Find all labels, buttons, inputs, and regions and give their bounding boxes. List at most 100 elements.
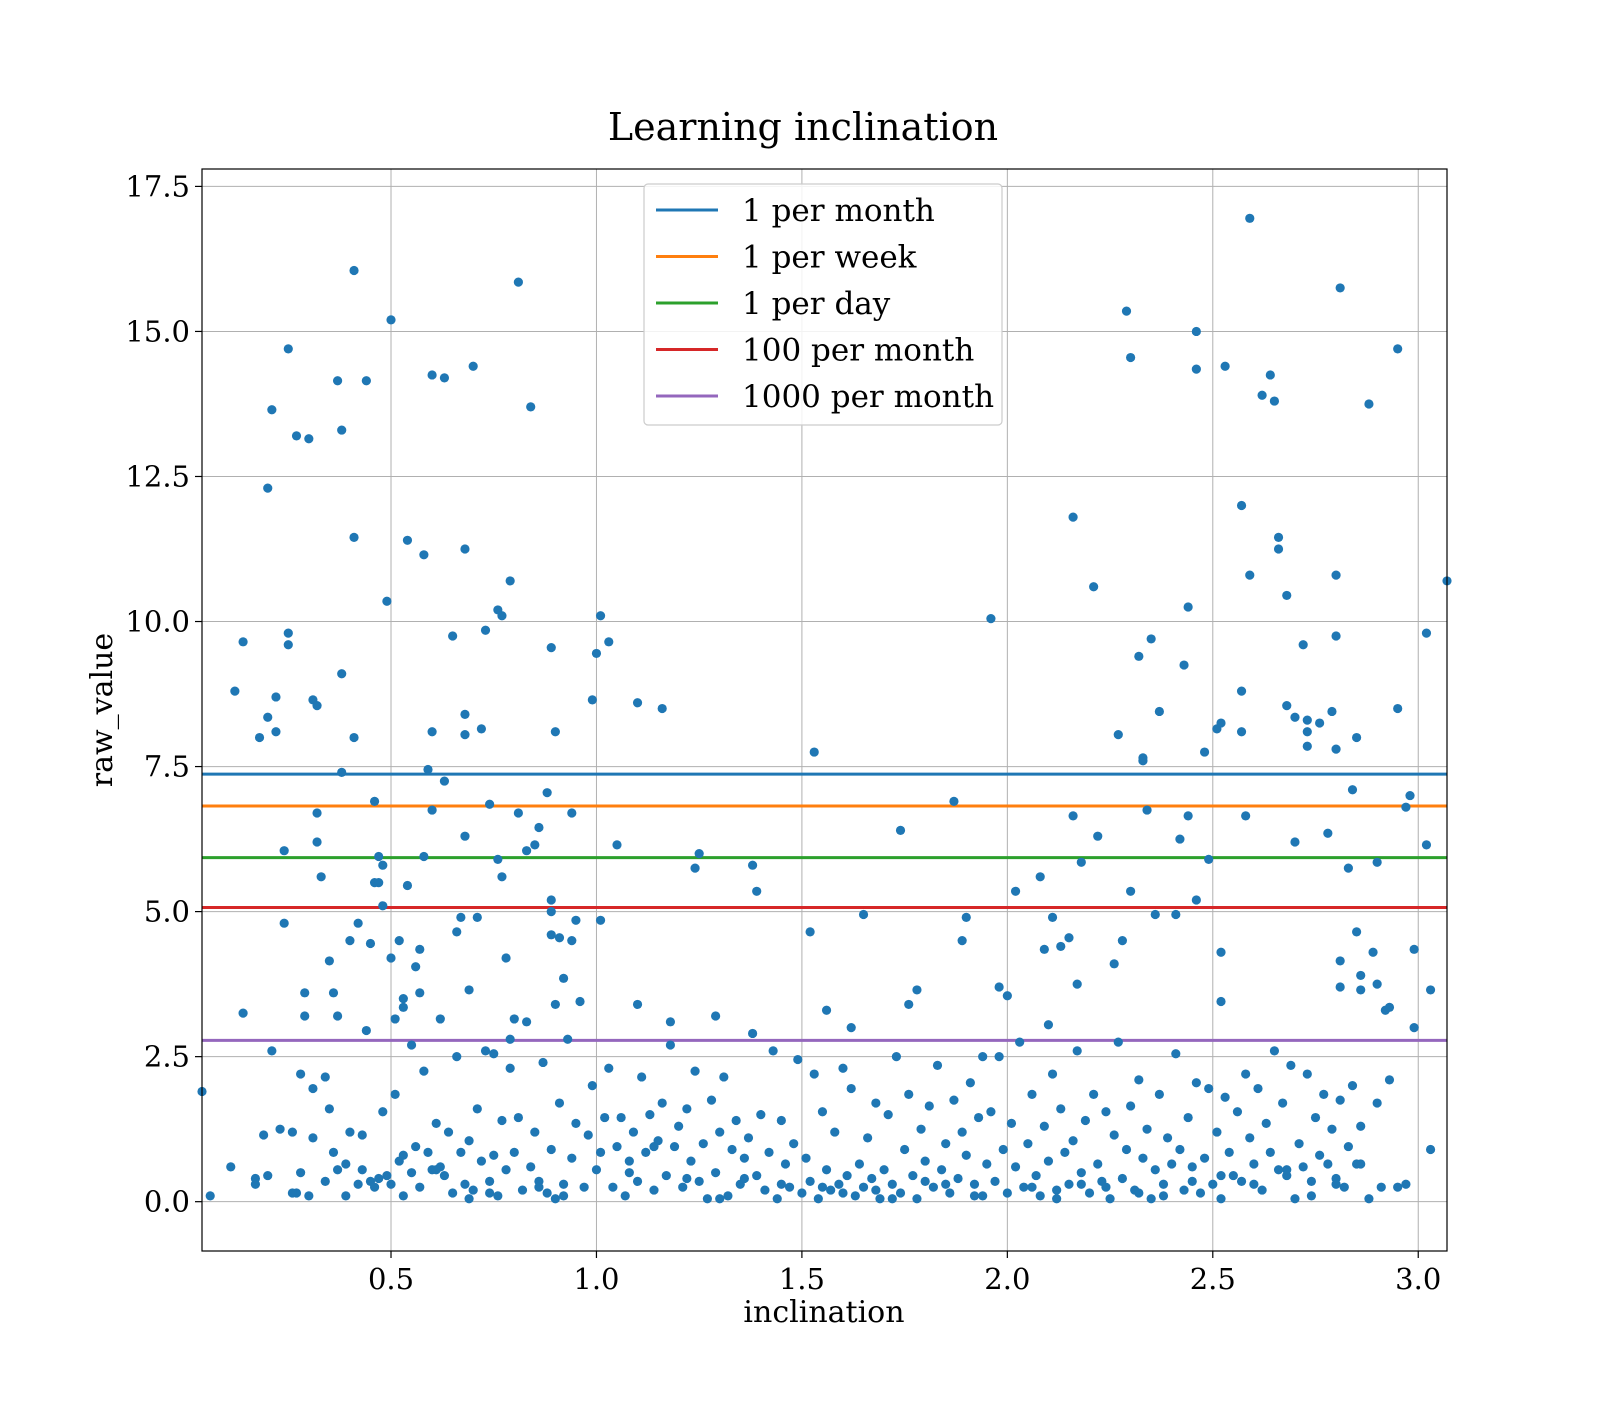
legend: 1 per month 1 per week 1 per day 100 per mo… <box>643 183 1003 426</box>
data-point <box>398 1002 408 1012</box>
data-point <box>1269 1046 1280 1056</box>
data-point <box>1290 837 1300 847</box>
data-point <box>489 1150 499 1160</box>
data-point <box>1043 1156 1054 1166</box>
data-point <box>858 909 869 920</box>
data-point <box>254 732 265 743</box>
data-point <box>1257 390 1267 400</box>
data-point <box>1035 1191 1045 1201</box>
data-point <box>1364 399 1374 409</box>
data-point <box>875 1194 885 1204</box>
data-point <box>493 854 503 864</box>
data-point <box>1064 933 1074 943</box>
x-tick-label: 0.5 <box>368 1262 414 1296</box>
data-point <box>304 1191 314 1201</box>
data-point <box>1393 1182 1403 1192</box>
data-point <box>1052 1194 1062 1204</box>
data-point <box>345 1127 355 1137</box>
data-point <box>1347 1081 1358 1091</box>
y-tick-label: 15.0 <box>125 314 190 348</box>
data-point <box>1126 886 1136 896</box>
data-point <box>1039 1121 1049 1131</box>
data-point <box>1076 1168 1086 1178</box>
data-point <box>1121 306 1132 316</box>
data-point <box>1134 1075 1144 1085</box>
data-point <box>431 1118 441 1128</box>
data-point <box>1273 1165 1284 1175</box>
data-point <box>480 625 491 635</box>
data-point <box>904 1089 914 1099</box>
data-point <box>813 1194 823 1204</box>
data-point <box>838 1063 848 1073</box>
data-point <box>259 1130 269 1140</box>
data-point <box>382 596 392 606</box>
data-point <box>924 1101 934 1111</box>
data-point <box>1241 811 1251 821</box>
data-point <box>308 1083 318 1094</box>
data-point <box>1236 500 1247 511</box>
data-point <box>1171 1049 1181 1059</box>
data-point <box>961 1150 971 1160</box>
data-point <box>374 877 384 888</box>
data-point <box>706 1095 717 1105</box>
x-axis-ticks: 0.5 1.0 1.5 2.0 2.5 3.0 <box>368 1251 1441 1296</box>
data-point <box>526 402 536 412</box>
data-point <box>1335 1095 1345 1105</box>
data-point <box>821 1165 832 1175</box>
data-point <box>986 1107 996 1117</box>
data-point <box>612 840 622 850</box>
data-point <box>632 999 643 1010</box>
data-point <box>694 848 704 859</box>
data-point <box>969 1191 980 1201</box>
data-point <box>435 1014 445 1024</box>
data-point <box>595 611 606 621</box>
data-point <box>1154 1089 1164 1099</box>
data-point <box>1027 1089 1037 1099</box>
data-point <box>415 988 425 998</box>
data-point <box>464 985 474 995</box>
data-point <box>937 1165 947 1175</box>
data-point <box>1039 944 1049 954</box>
data-point <box>1191 1078 1201 1088</box>
data-point <box>747 860 758 870</box>
data-point <box>1425 985 1436 995</box>
data-point <box>1142 1124 1152 1134</box>
data-point <box>1010 1162 1021 1172</box>
y-axis-label: raw_value <box>85 633 120 787</box>
data-point <box>546 643 556 653</box>
data-point <box>324 956 334 966</box>
data-point <box>1323 828 1333 838</box>
data-point <box>1286 1060 1296 1070</box>
data-point <box>965 1078 975 1088</box>
data-point <box>365 938 376 949</box>
data-point <box>283 628 293 638</box>
data-point <box>1216 996 1226 1007</box>
data-point <box>1158 1191 1169 1201</box>
data-point <box>513 808 523 818</box>
data-point <box>279 846 289 856</box>
data-point <box>328 988 339 998</box>
data-point <box>1302 741 1312 751</box>
data-point <box>846 1023 856 1033</box>
data-point <box>505 1063 515 1073</box>
data-point <box>1315 1150 1325 1160</box>
y-axis-ticks: 0.0 2.5 5.0 7.5 10.0 12.5 15.0 17.5 <box>125 169 202 1219</box>
x-tick-label: 2.5 <box>1190 1262 1236 1296</box>
data-point <box>711 1168 721 1178</box>
data-point <box>456 912 466 923</box>
y-tick-label: 17.5 <box>125 169 190 203</box>
data-point <box>920 1156 930 1166</box>
data-point <box>1191 895 1201 905</box>
data-point <box>1393 344 1403 354</box>
data-point <box>957 936 967 946</box>
data-point <box>353 918 363 928</box>
data-points <box>197 213 1452 1204</box>
data-point <box>1179 660 1189 670</box>
data-point <box>250 1173 261 1184</box>
data-point <box>1056 1104 1066 1114</box>
data-point <box>1319 1089 1329 1099</box>
data-point <box>809 747 819 757</box>
data-point <box>489 1049 499 1059</box>
data-point <box>263 483 273 493</box>
data-point <box>916 1124 926 1134</box>
